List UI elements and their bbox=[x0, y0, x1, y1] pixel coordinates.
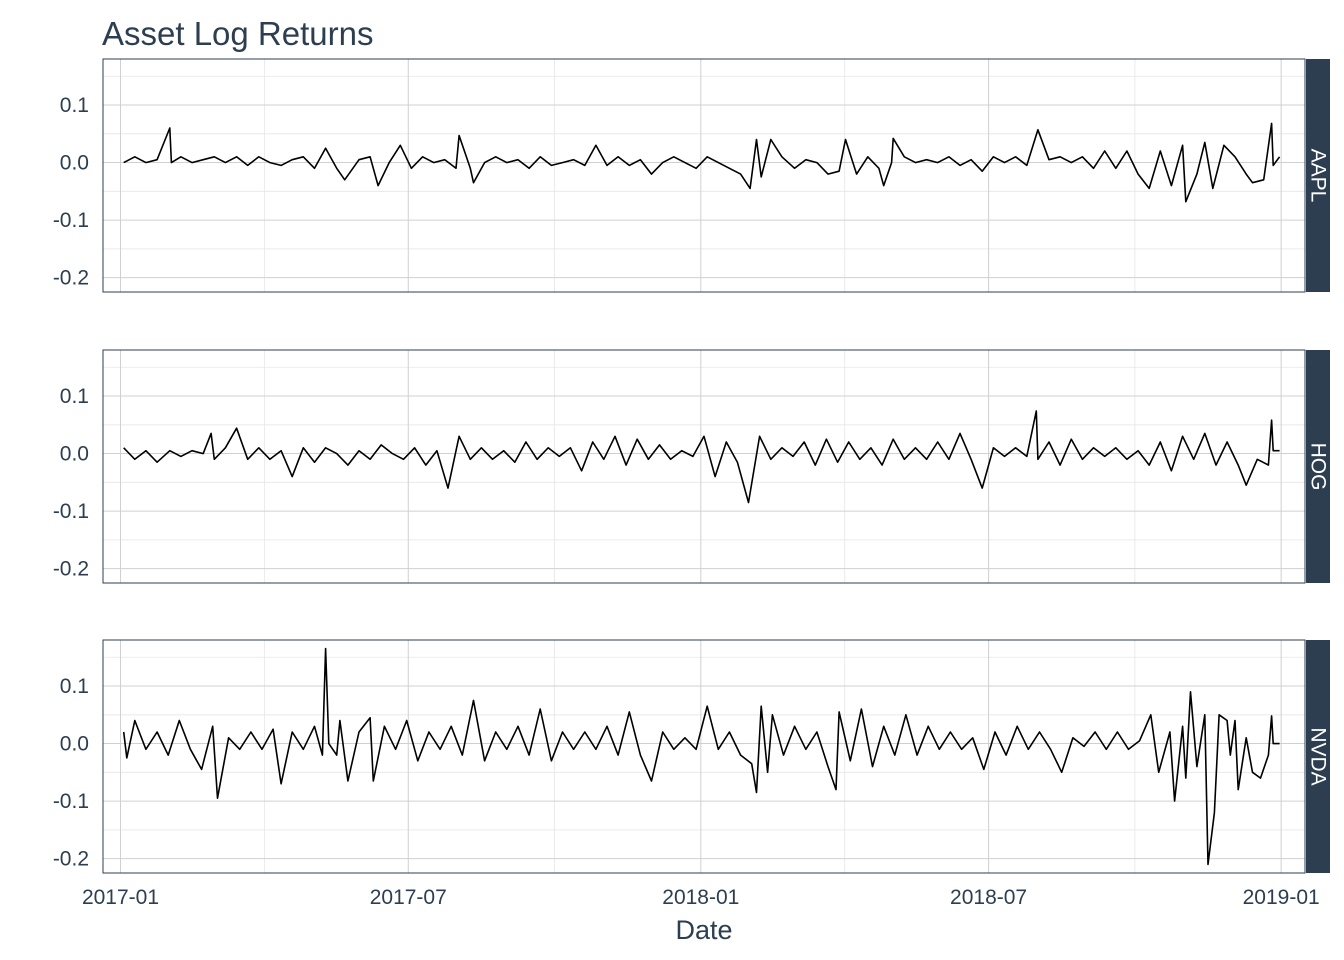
panels: 0.10.0-0.1-0.2AAPL0.10.0-0.1-0.2HOG0.10.… bbox=[53, 58, 1330, 874]
panel-aapl: 0.1 0.0 -0.1 -0.2 AAPL bbox=[53, 58, 1330, 293]
y-tick-label: -0.2 bbox=[53, 558, 89, 581]
series-line-nvda bbox=[122, 647, 1280, 866]
panel-nvda: 0.1 0.0 -0.1 -0.2 NVDA bbox=[53, 639, 1330, 874]
x-tick-label: 2018-01 bbox=[662, 886, 739, 909]
series-line-aapl bbox=[123, 122, 1281, 203]
panel-border bbox=[102, 58, 1306, 293]
facet-strip bbox=[1306, 350, 1330, 583]
x-axis-title: Date bbox=[675, 915, 732, 945]
facet-strip-label: NVDA bbox=[1307, 727, 1330, 785]
series-line-hog bbox=[123, 410, 1280, 504]
panel-border bbox=[102, 349, 1306, 584]
y-tick-label: -0.2 bbox=[53, 267, 89, 290]
y-tick-label: 0.0 bbox=[60, 443, 89, 466]
y-tick-label: -0.1 bbox=[53, 209, 89, 232]
panel-hog: 0.1 0.0 -0.1 -0.2 HOG bbox=[53, 349, 1330, 584]
facet-strip bbox=[1306, 640, 1330, 873]
facet-strip-label: AAPL bbox=[1307, 149, 1330, 203]
y-tick-label: 0.0 bbox=[60, 733, 89, 756]
y-tick-label: -0.2 bbox=[53, 848, 89, 871]
facet-strip bbox=[1306, 59, 1330, 292]
y-tick-label: 0.1 bbox=[60, 675, 89, 698]
x-axis: 2017-01 2017-07 2018-01 2018-07 2019-01 bbox=[82, 886, 1320, 909]
chart-title: Asset Log Returns bbox=[102, 15, 373, 52]
x-tick-label: 2018-07 bbox=[950, 886, 1027, 909]
facet-strip-label: HOG bbox=[1307, 443, 1330, 491]
y-tick-label: 0.1 bbox=[60, 94, 89, 117]
panel-border bbox=[102, 639, 1306, 874]
y-tick-label: -0.1 bbox=[53, 500, 89, 523]
x-tick-label: 2017-07 bbox=[370, 886, 447, 909]
x-tick-label: 2017-01 bbox=[82, 886, 159, 909]
x-tick-label: 2019-01 bbox=[1243, 886, 1320, 909]
y-tick-label: 0.1 bbox=[60, 385, 89, 408]
y-tick-label: 0.0 bbox=[60, 152, 89, 175]
y-tick-label: -0.1 bbox=[53, 790, 89, 813]
